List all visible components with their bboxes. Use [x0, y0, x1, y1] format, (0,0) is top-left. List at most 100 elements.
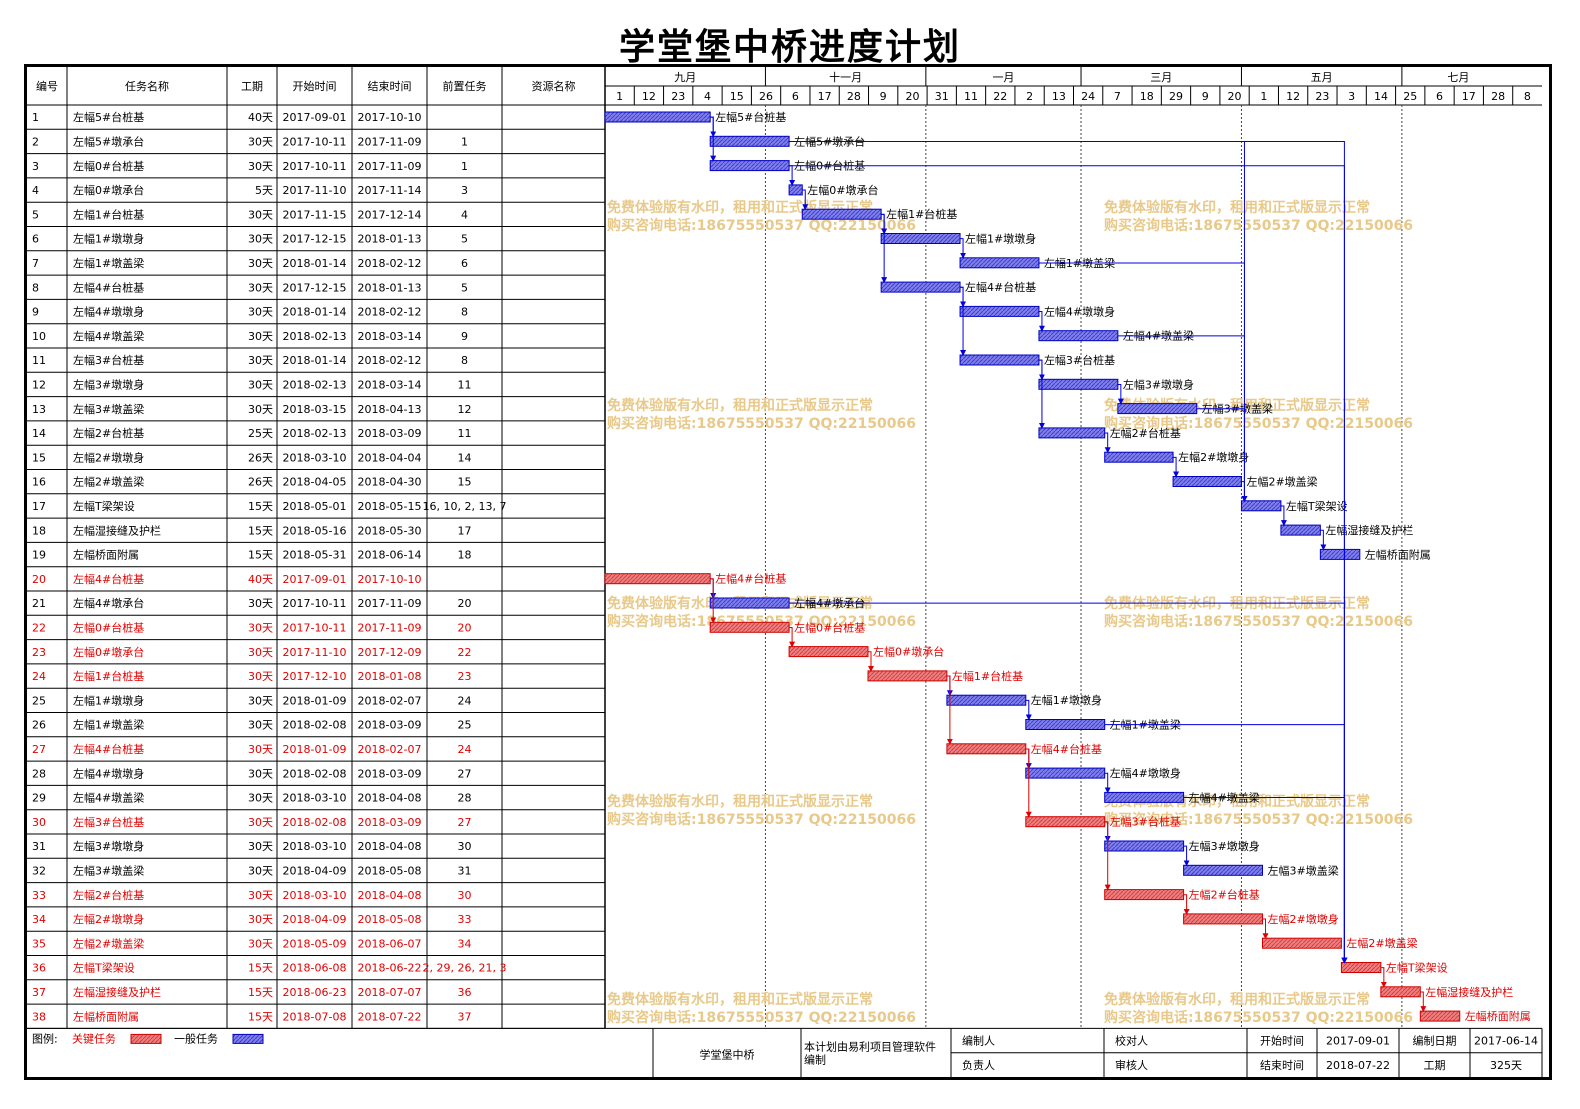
- task-predecessors: 15: [458, 476, 472, 489]
- task-id: 7: [32, 257, 39, 270]
- task-duration: 30天: [248, 719, 273, 732]
- day-tick-label: 1: [616, 90, 623, 103]
- task-duration: 30天: [248, 233, 273, 246]
- task-start: 2018-02-08: [283, 816, 347, 829]
- table-row: 4 左幅0#墩承台 5天 2017-11-10 2017-11-14 3: [32, 183, 468, 197]
- day-tick-label: 6: [792, 90, 799, 103]
- footer-start-label: 开始时间: [1260, 1034, 1304, 1048]
- task-end: 2018-03-09: [358, 816, 422, 829]
- gantt-bar-label: 左幅T梁架设: [1286, 499, 1348, 513]
- task-end: 2018-03-09: [358, 719, 422, 732]
- task-name: 左幅桥面附属: [73, 1009, 139, 1023]
- gantt-bar: [1340, 962, 1382, 973]
- page-title: 学堂堡中桥进度计划: [618, 26, 961, 68]
- task-name: 左幅2#台桩基: [73, 888, 144, 902]
- task-duration: 30天: [248, 403, 273, 416]
- table-row: 27 左幅4#台桩基 30天 2018-01-09 2018-02-07 24: [32, 742, 472, 756]
- task-duration: 26天: [248, 451, 273, 464]
- table-row: 34 左幅2#墩墩身 30天 2018-04-09 2018-05-08 33: [32, 912, 472, 926]
- gantt-bar: [604, 111, 711, 123]
- day-tick-label: 12: [1286, 90, 1300, 103]
- month-label: 七月: [1447, 71, 1469, 84]
- gantt-bar: [1038, 378, 1119, 390]
- task-start: 2017-11-15: [283, 208, 347, 221]
- task-predecessors: 2, 29, 26, 21, 3: [423, 962, 507, 975]
- task-start: 2018-05-01: [283, 500, 347, 513]
- gantt-bar-label: 左幅3#墩墩身: [1123, 377, 1194, 391]
- table-row: 37 左幅湿接缝及护栏 15天 2018-06-23 2018-07-07 36: [32, 985, 472, 999]
- table-row: 10 左幅4#墩盖梁 30天 2018-02-13 2018-03-14 9: [32, 329, 468, 343]
- gantt-bar: [1117, 403, 1198, 415]
- task-name: 左幅T梁架设: [73, 961, 135, 975]
- column-header-1: 任务名称: [125, 79, 169, 93]
- task-end: 2018-03-09: [358, 767, 422, 780]
- table-row: 6 左幅1#墩墩身 30天 2017-12-15 2018-01-13 5: [32, 232, 468, 246]
- dependency-link: [1380, 967, 1387, 988]
- task-id: 34: [32, 913, 46, 926]
- gantt-bar: [604, 573, 711, 585]
- table-row: 19 左幅桥面附属 15天 2018-05-31 2018-06-14 18: [32, 548, 472, 562]
- table-row: 11 左幅3#台桩基 30天 2018-01-14 2018-02-12 8: [32, 353, 468, 367]
- task-duration: 30天: [248, 646, 273, 659]
- task-start: 2018-05-31: [283, 549, 347, 562]
- task-name: 左幅桥面附属: [73, 548, 139, 562]
- gantt-bar: [946, 694, 1027, 706]
- watermark-line1: 免费体验版有水印，租用和正式版显示正常: [607, 793, 873, 810]
- gantt-bar: [959, 354, 1040, 366]
- task-start: 2017-11-10: [283, 646, 347, 659]
- gantt-bar-label: 左幅湿接缝及护栏: [1325, 523, 1413, 537]
- task-start: 2018-02-13: [283, 427, 347, 440]
- task-end: 2018-05-08: [358, 864, 422, 877]
- task-end: 2018-02-12: [358, 354, 422, 367]
- table-row: 7 左幅1#墩盖梁 30天 2018-01-14 2018-02-12 6: [32, 256, 468, 270]
- dependency-link: [946, 675, 953, 745]
- task-id: 22: [32, 621, 46, 634]
- table-row: 9 左幅4#墩墩身 30天 2018-01-14 2018-02-12 8: [32, 305, 468, 319]
- task-id: 4: [32, 184, 39, 197]
- task-predecessors: 9: [461, 330, 468, 343]
- task-start: 2017-10-11: [283, 597, 347, 610]
- task-name: 左幅5#墩承台: [73, 134, 144, 148]
- month-label: 一月: [992, 71, 1014, 84]
- day-tick-label: 20: [1228, 90, 1242, 103]
- footer-software-note: 本计划由易利项目管理软件: [804, 1039, 936, 1053]
- task-duration: 30天: [248, 354, 273, 367]
- task-start: 2018-06-23: [283, 986, 347, 999]
- task-name: 左幅1#墩墩身: [73, 232, 144, 246]
- task-start: 2017-10-11: [283, 621, 347, 634]
- day-tick-label: 2: [1026, 90, 1033, 103]
- gantt-bar: [1172, 476, 1242, 487]
- day-tick-label: 3: [1348, 90, 1355, 103]
- gantt-bar: [946, 743, 1027, 755]
- task-duration: 15天: [248, 962, 273, 975]
- table-row: 28 左幅4#墩墩身 30天 2018-02-08 2018-03-09 27: [32, 766, 472, 780]
- watermark-line2: 购买咨询电话:18675550537 QQ:22150066: [607, 613, 916, 630]
- task-start: 2018-02-08: [283, 767, 347, 780]
- gantt-bar: [1104, 791, 1185, 803]
- task-duration: 25天: [248, 427, 273, 440]
- task-end: 2018-04-08: [358, 889, 422, 902]
- dependency-link: [789, 165, 1348, 964]
- task-end: 2018-05-08: [358, 913, 422, 926]
- task-duration: 40天: [248, 111, 273, 124]
- task-name: 左幅3#台桩基: [73, 815, 144, 829]
- task-start: 2017-10-11: [283, 135, 347, 148]
- task-duration: 30天: [248, 816, 273, 829]
- dependency-link: [710, 578, 717, 624]
- task-end: 2018-01-13: [358, 233, 422, 246]
- watermark-line2: 购买咨询电话:18675550537 QQ:22150066: [1104, 217, 1413, 234]
- task-id: 11: [32, 354, 46, 367]
- task-name: 左幅湿接缝及护栏: [73, 985, 161, 999]
- gantt-bar-label: 左幅0#墩承台: [873, 645, 944, 659]
- task-duration: 15天: [248, 500, 273, 513]
- task-predecessors: 22: [458, 646, 472, 659]
- task-predecessors: 23: [458, 670, 472, 683]
- legend-normal-swatch: [232, 1033, 264, 1044]
- task-id: 23: [32, 646, 46, 659]
- dependency-link: [881, 213, 888, 284]
- task-id: 1: [32, 111, 39, 124]
- task-end: 2018-02-07: [358, 743, 422, 756]
